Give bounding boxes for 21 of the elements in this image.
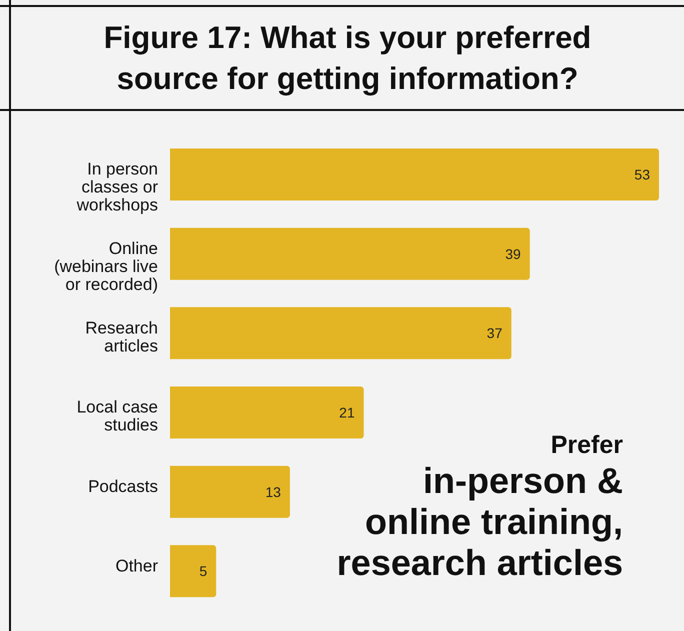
y-tick-label: Local case studies [76,398,158,435]
data-label: 53 [634,166,650,182]
bar [170,545,216,598]
y-tick-label: Podcasts [88,477,158,496]
bar [170,228,530,280]
bar [170,148,659,200]
data-label: 5 [199,563,208,580]
y-tick-label: Research articles [85,318,158,356]
bar [170,466,290,518]
annotation: Prefer [550,430,623,460]
data-label: 39 [505,246,522,262]
data-label: 21 [339,404,355,420]
bar [170,307,512,360]
annotation: in-person & online training, research articles [336,460,623,583]
data-label: 13 [265,484,282,500]
bar [170,386,364,438]
y-tick-label: In person classes or workshops [76,160,158,215]
y-tick-label: Online (webinars live or recorded) [54,239,158,294]
chart-title: Figure 17: What is your preferred source for getting information? [102,19,592,98]
data-label: 37 [486,325,503,342]
y-tick-label: Other [115,556,158,576]
